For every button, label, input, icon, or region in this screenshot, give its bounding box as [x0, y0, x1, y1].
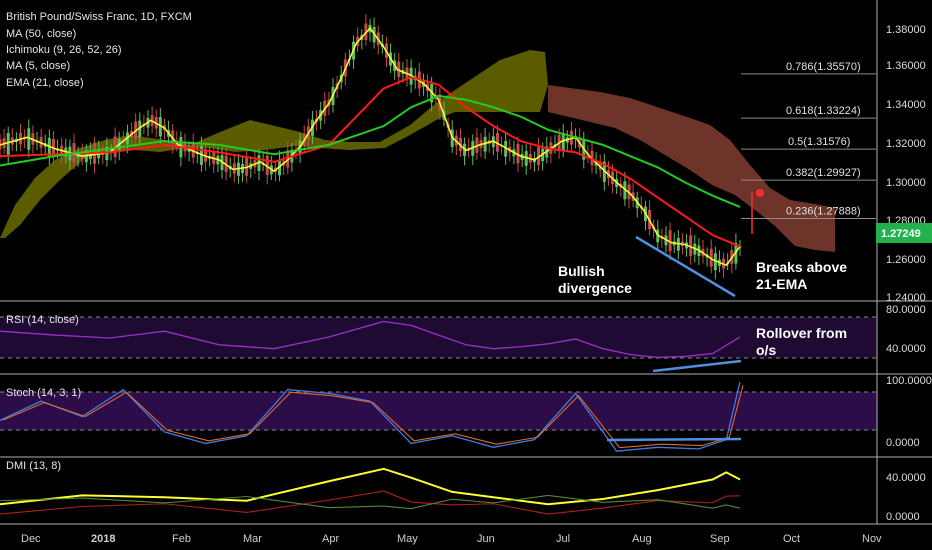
svg-text:1.24000: 1.24000: [886, 292, 926, 304]
divergence-line-stoch: [606, 437, 742, 442]
candle-body: [6, 132, 10, 155]
candle-body: [709, 248, 713, 267]
candle-body: [537, 147, 541, 166]
note-os: o/s: [756, 342, 776, 358]
svg-text:Mar: Mar: [243, 533, 262, 545]
dmi-plus-line: [0, 494, 741, 510]
fib-label-2: 0.5(1.31576): [788, 136, 850, 148]
note-divergence: divergence: [558, 280, 632, 296]
candle-body: [524, 151, 528, 166]
fib-label-3: 0.382(1.29927): [786, 167, 861, 179]
svg-text:Aug: Aug: [632, 533, 652, 545]
svg-text:1.30000: 1.30000: [886, 177, 926, 189]
svg-text:1.32000: 1.32000: [886, 138, 926, 150]
svg-text:1.38000: 1.38000: [886, 24, 926, 36]
svg-text:Apr: Apr: [322, 533, 339, 545]
candle-body: [483, 136, 487, 152]
series-line-ma-5-close-: [0, 27, 741, 267]
candle-body: [27, 128, 31, 150]
candle-body: [623, 181, 627, 200]
fib-label-1: 0.618(1.33224): [786, 105, 861, 117]
svg-text:May: May: [397, 533, 418, 545]
svg-text:Oct: Oct: [783, 533, 800, 545]
svg-text:Dec: Dec: [21, 533, 41, 545]
dmi-title: DMI (13, 8): [6, 460, 61, 472]
series-line-ma-50-close-: [0, 94, 741, 208]
legend-ma5: MA (5, close): [6, 60, 70, 72]
candle-body: [561, 133, 565, 151]
rsi-line: [0, 320, 741, 359]
projection-point: [756, 189, 764, 197]
svg-text:Jul: Jul: [556, 533, 570, 545]
candle-body: [245, 156, 249, 176]
fib-levels: 0.786(1.35570) 0.618(1.33224) 0.5(1.31576)…: [741, 61, 876, 219]
svg-text:Sep: Sep: [710, 533, 730, 545]
candle-body: [504, 140, 508, 157]
dmi-adx-line: [0, 467, 741, 506]
candle-body: [713, 253, 717, 271]
stoch-ytick-100: 100.0000: [886, 375, 932, 387]
candle-body: [47, 137, 51, 157]
candle-body: [475, 137, 479, 153]
svg-text:Nov: Nov: [862, 533, 882, 545]
candle-body: [199, 146, 203, 165]
candle-body: [495, 133, 499, 152]
candle-body: [516, 143, 520, 164]
svg-text:Jun: Jun: [477, 533, 495, 545]
stoch-title: Stoch (14, 3, 1): [6, 387, 81, 399]
fib-label-0: 0.786(1.35570): [786, 61, 861, 73]
note-rollover: Rollover from: [756, 325, 847, 341]
note-21ema: 21-EMA: [756, 276, 807, 292]
rsi-band: [0, 317, 877, 358]
ichimoku-cloud-green: [0, 50, 548, 238]
svg-text:1.26000: 1.26000: [886, 254, 926, 266]
stoch-signal-line: [2, 385, 744, 449]
legend-ema21: EMA (21, close): [6, 77, 84, 89]
legend-ma50: MA (50, close): [6, 28, 76, 40]
divergence-line-rsi: [652, 359, 742, 373]
candle-body: [265, 155, 269, 176]
candle-body: [257, 155, 261, 171]
svg-text:1.34000: 1.34000: [886, 99, 926, 111]
candle-body: [689, 235, 693, 257]
note-bullish: Bullish: [558, 263, 605, 279]
last-price-badge: [876, 223, 932, 243]
note-breaks: Breaks above: [756, 259, 847, 275]
dmi-ytick-40: 40.0000: [886, 472, 926, 484]
candle-body: [602, 161, 606, 182]
series-line-ema-21-close-: [0, 76, 741, 248]
rsi-ytick-40: 40.0000: [886, 343, 926, 355]
last-price-text: 1.27249: [881, 228, 921, 240]
x-axis: Dec 2018 Feb Mar Apr May Jun Jul Aug Sep…: [21, 533, 882, 545]
rsi-ytick-80: 80.0000: [886, 304, 926, 316]
svg-text:1.36000: 1.36000: [886, 60, 926, 72]
chart-title: British Pound/Swiss Franc, 1D, FXCM: [6, 11, 192, 23]
divergence-line-price: [635, 235, 736, 298]
legend-ichimoku: Ichimoku (9, 26, 52, 26): [6, 44, 122, 56]
dmi-ytick-0: 0.0000: [886, 511, 920, 523]
candle-body: [51, 139, 55, 156]
dmi-minus-line: [0, 490, 741, 515]
svg-text:Feb: Feb: [172, 533, 191, 545]
rsi-title: RSI (14, close): [6, 314, 79, 326]
candle-body: [113, 136, 117, 157]
stoch-line: [0, 381, 741, 452]
candle-body: [668, 230, 672, 252]
fib-label-4: 0.236(1.27888): [786, 205, 861, 217]
svg-text:2018: 2018: [91, 533, 115, 545]
stoch-ytick-0: 0.0000: [886, 437, 920, 449]
candle-body: [158, 117, 162, 137]
candle-body: [397, 61, 401, 78]
ichimoku-cloud-red: [548, 85, 835, 252]
